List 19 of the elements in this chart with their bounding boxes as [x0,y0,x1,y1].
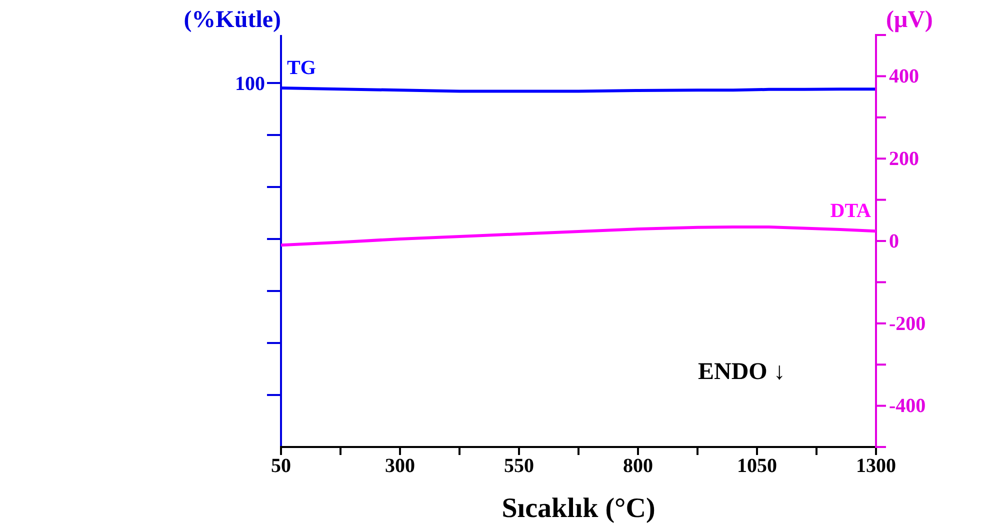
x-tick-label: 300 [385,455,415,478]
y-axis-title: (%Kütle) [184,7,281,33]
text: 100 [235,73,265,95]
line-series [280,225,878,247]
y2-tick-label: -400 [889,395,926,418]
series-label: DTA [830,200,872,222]
y2-axis-title: (μV) [886,7,933,33]
x-tick-label: 1300 [856,455,896,478]
x-axis-title: Sıcaklık (°C) [502,493,656,524]
y2-tick-label: 0 [889,230,899,252]
x-tick-label: 50 [271,455,291,478]
x-tick-label: 550 [504,455,534,478]
series-label: TG [287,57,316,79]
y2-tick-label: -200 [889,312,926,335]
x-tick-label: 800 [623,455,653,478]
x-tick-label: 1050 [737,455,777,478]
annotation: ENDO ↓ [698,359,786,385]
y2-tick-label: 200 [889,148,919,170]
y2-tick-label: 400 [889,66,919,88]
